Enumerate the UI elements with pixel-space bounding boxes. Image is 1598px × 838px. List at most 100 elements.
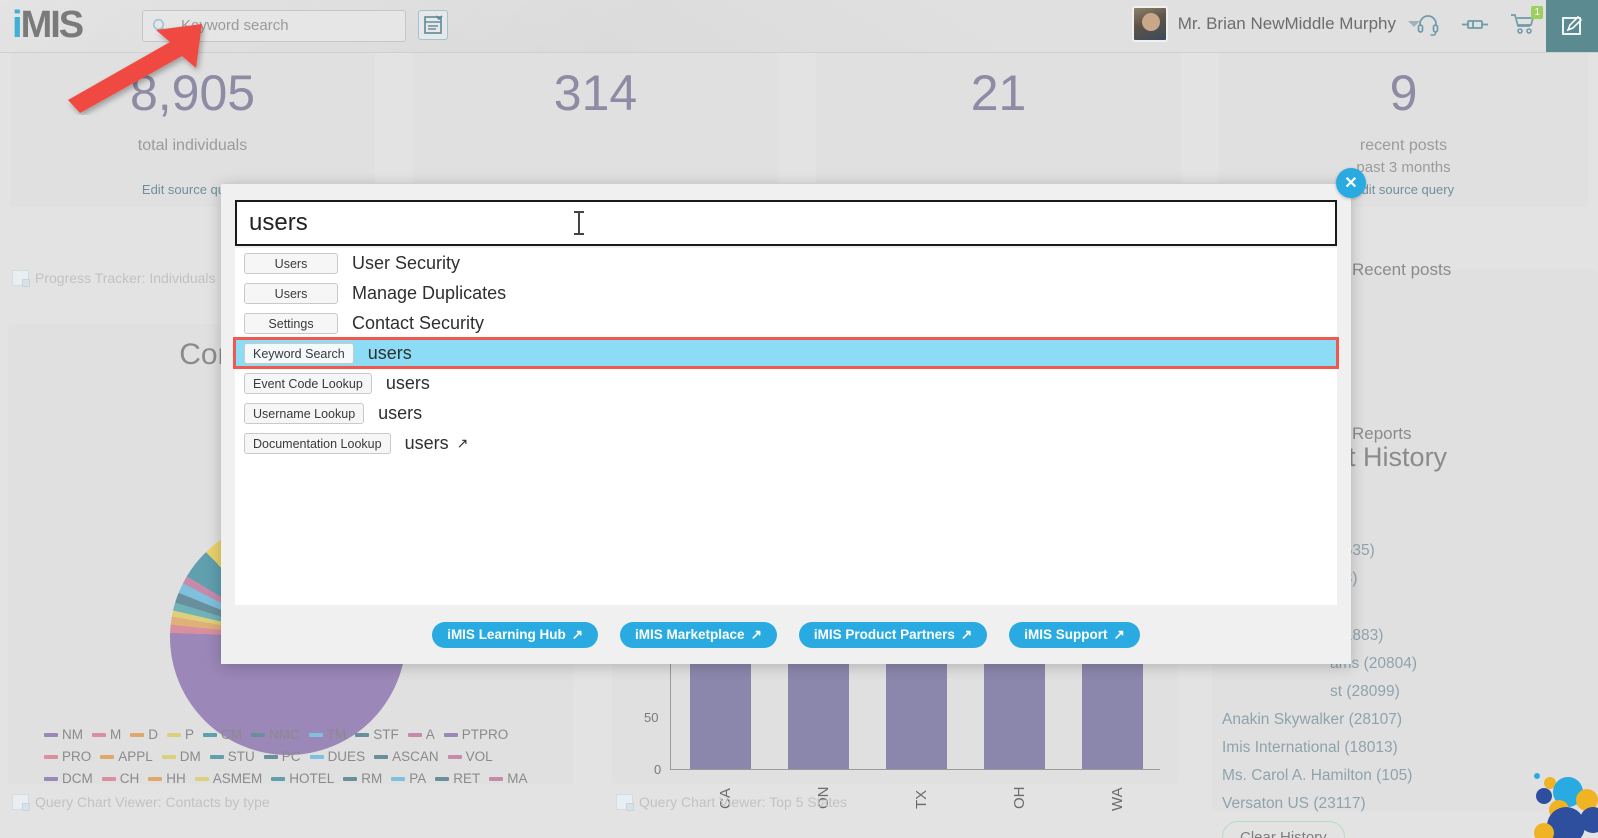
kpi-label: total individuals (137, 137, 248, 154)
bar-label-WA: WA (1109, 787, 1126, 811)
result-row-contact-security[interactable]: Settings Contact Security (235, 308, 1337, 338)
headset-icon[interactable] (1416, 12, 1440, 36)
chart-panel-icon (616, 794, 634, 811)
user-name: Mr. Brian NewMiddle Murphy (1177, 14, 1396, 33)
header-icon-group: 1 (1416, 6, 1543, 36)
kpi-tile[interactable]: 8,905 total individuals Edit source quer… (10, 52, 375, 207)
result-row-event-code-lookup[interactable]: Event Code Lookup users (235, 368, 1337, 398)
edit-page-button[interactable] (1546, 0, 1598, 52)
external-link-icon: ↗ (1113, 626, 1125, 642)
annotation-arrow (68, 24, 202, 113)
kpi-number: 9 (1389, 65, 1418, 121)
kpi-link[interactable]: Edit source query (141, 182, 244, 197)
history-item[interactable]: ams (20804) (1330, 655, 1418, 672)
kpi-tile[interactable]: 9 recent posts past 3 months Edit source… (1219, 52, 1588, 207)
contacts-legend: NM M D P CM NMC TM STF A PTPRO PRO APPL DM STU PC DUES… (44, 724, 537, 790)
kpi-number: 21 (970, 65, 1027, 121)
result-label: users (404, 432, 449, 453)
brand-bubbles-decoration (1534, 773, 1598, 838)
modal-footer: iMIS Learning Hub ↗ iMIS Marketplace ↗ i… (221, 605, 1351, 664)
result-label: users (378, 402, 423, 423)
x-axis (670, 769, 1160, 770)
search-input[interactable] (235, 200, 1337, 246)
kpi-number: 314 (553, 65, 638, 121)
link-label: iMIS Marketplace (635, 627, 745, 642)
history-item[interactable]: Ms. Carol A. Hamilton (105) (1222, 767, 1413, 784)
close-modal-button[interactable]: ✕ (1336, 168, 1366, 198)
document-list-button[interactable] (418, 10, 448, 40)
chart-panel-icon (12, 270, 30, 287)
search-input-placeholder: Keyword search (181, 17, 289, 34)
kpi-label: recent posts (1359, 137, 1448, 154)
contacts-chart-caption: Query Chart Viewer: Contacts by type (12, 794, 270, 811)
external-link-icon: ↗ (960, 626, 973, 642)
result-row-user-security[interactable]: Users User Security (235, 248, 1337, 278)
result-label: users (385, 372, 430, 393)
imis-logo[interactable]: iMIS (12, 4, 85, 46)
chart-panel-icon (12, 794, 30, 811)
search-modal: Users User Security Users Manage Duplica… (221, 184, 1351, 664)
states-chart-footer-label: Query Chart Viewer: Top 5 States (639, 794, 848, 810)
result-label: User Security (352, 252, 461, 273)
chevron-down-icon[interactable] (1408, 21, 1420, 27)
avatar (1131, 6, 1168, 42)
y-tick-0: 0 (654, 762, 662, 777)
kpi-tile[interactable]: 314 (413, 52, 778, 207)
progress-tracker-label: Progress Tracker: Individuals (35, 270, 216, 286)
history-item[interactable]: Anakin Skywalker (28107) (1222, 711, 1403, 728)
link-label: iMIS Product Partners (813, 627, 955, 642)
user-menu[interactable]: Mr. Brian NewMiddle Murphy (1131, 6, 1420, 42)
history-item[interactable]: Versaton US (23117) (1222, 795, 1366, 812)
kpi-link[interactable]: Edit source query (1352, 182, 1455, 197)
progress-tracker-caption: Progress Tracker: Individuals (12, 270, 216, 287)
imis-learning-hub-link[interactable]: iMIS Learning Hub ↗ (432, 621, 599, 648)
y-tick-50: 50 (644, 710, 659, 725)
cart-badge-count: 1 (1531, 6, 1543, 19)
recent-posts-title: Recent posts (1352, 260, 1452, 279)
document-list-icon (424, 15, 443, 34)
result-row-documentation-lookup[interactable]: Documentation Lookup users ↗ (235, 428, 1337, 458)
result-label: Contact Security (352, 312, 485, 333)
text-cursor-icon (574, 211, 584, 235)
external-link-icon: ↗ (456, 434, 469, 451)
contacts-chart-footer-label: Query Chart Viewer: Contacts by type (35, 794, 270, 810)
result-category-chip: Settings (244, 312, 338, 334)
ticket-icon[interactable] (1462, 14, 1488, 34)
result-category-chip: Event Code Lookup (244, 372, 372, 394)
reports-title: Reports (1352, 424, 1412, 443)
result-category-chip: Username Lookup (244, 402, 365, 424)
result-row-keyword-search[interactable]: Keyword Search users (233, 337, 1339, 369)
states-chart-caption: Query Chart Viewer: Top 5 States (616, 794, 848, 811)
link-label: iMIS Learning Hub (447, 627, 566, 642)
link-label: iMIS Support (1024, 627, 1108, 642)
cart-button[interactable]: 1 (1510, 6, 1543, 36)
app-header: iMIS Keyword search Mr. Brian NewMiddle … (0, 0, 1598, 53)
external-link-icon: ↗ (750, 626, 762, 642)
result-category-chip: Keyword Search (244, 342, 354, 364)
logo-text: MIS (20, 4, 85, 46)
kpi-sublabel: past 3 months (1356, 159, 1451, 176)
history-item[interactable]: Imis International (18013) (1222, 739, 1398, 756)
imis-marketplace-link[interactable]: iMIS Marketplace ↗ (620, 621, 777, 648)
external-link-icon: ↗ (571, 626, 584, 642)
clear-history-button[interactable]: Clear History (1222, 821, 1345, 838)
y-axis (670, 624, 671, 769)
kpi-tile[interactable]: 21 (816, 52, 1181, 207)
cart-icon (1511, 14, 1535, 34)
edit-page-icon (1562, 15, 1583, 35)
legend-row: DCM CH HH ASMEM HOTEL RM PA RET MA (44, 768, 537, 790)
kpi-number: 8,905 (129, 65, 256, 121)
legend-row: NM M D P CM NMC TM STF A PTPRO (44, 724, 537, 746)
header-background (0, 0, 1598, 52)
imis-product-partners-link[interactable]: iMIS Product Partners ↗ (798, 621, 988, 648)
history-item[interactable]: st (28099) (1330, 683, 1400, 700)
bar-label-OH: OH (1011, 786, 1028, 810)
result-row-username-lookup[interactable]: Username Lookup users (235, 398, 1337, 428)
result-label: Manage Duplicates (352, 282, 507, 303)
result-label: users (367, 342, 412, 363)
imis-support-link[interactable]: iMIS Support ↗ (1009, 621, 1140, 648)
result-row-manage-duplicates[interactable]: Users Manage Duplicates (235, 278, 1337, 308)
search-results-list: Users User Security Users Manage Duplica… (233, 248, 1339, 605)
legend-row: PRO APPL DM STU PC DUES ASCAN VOL (44, 746, 537, 768)
